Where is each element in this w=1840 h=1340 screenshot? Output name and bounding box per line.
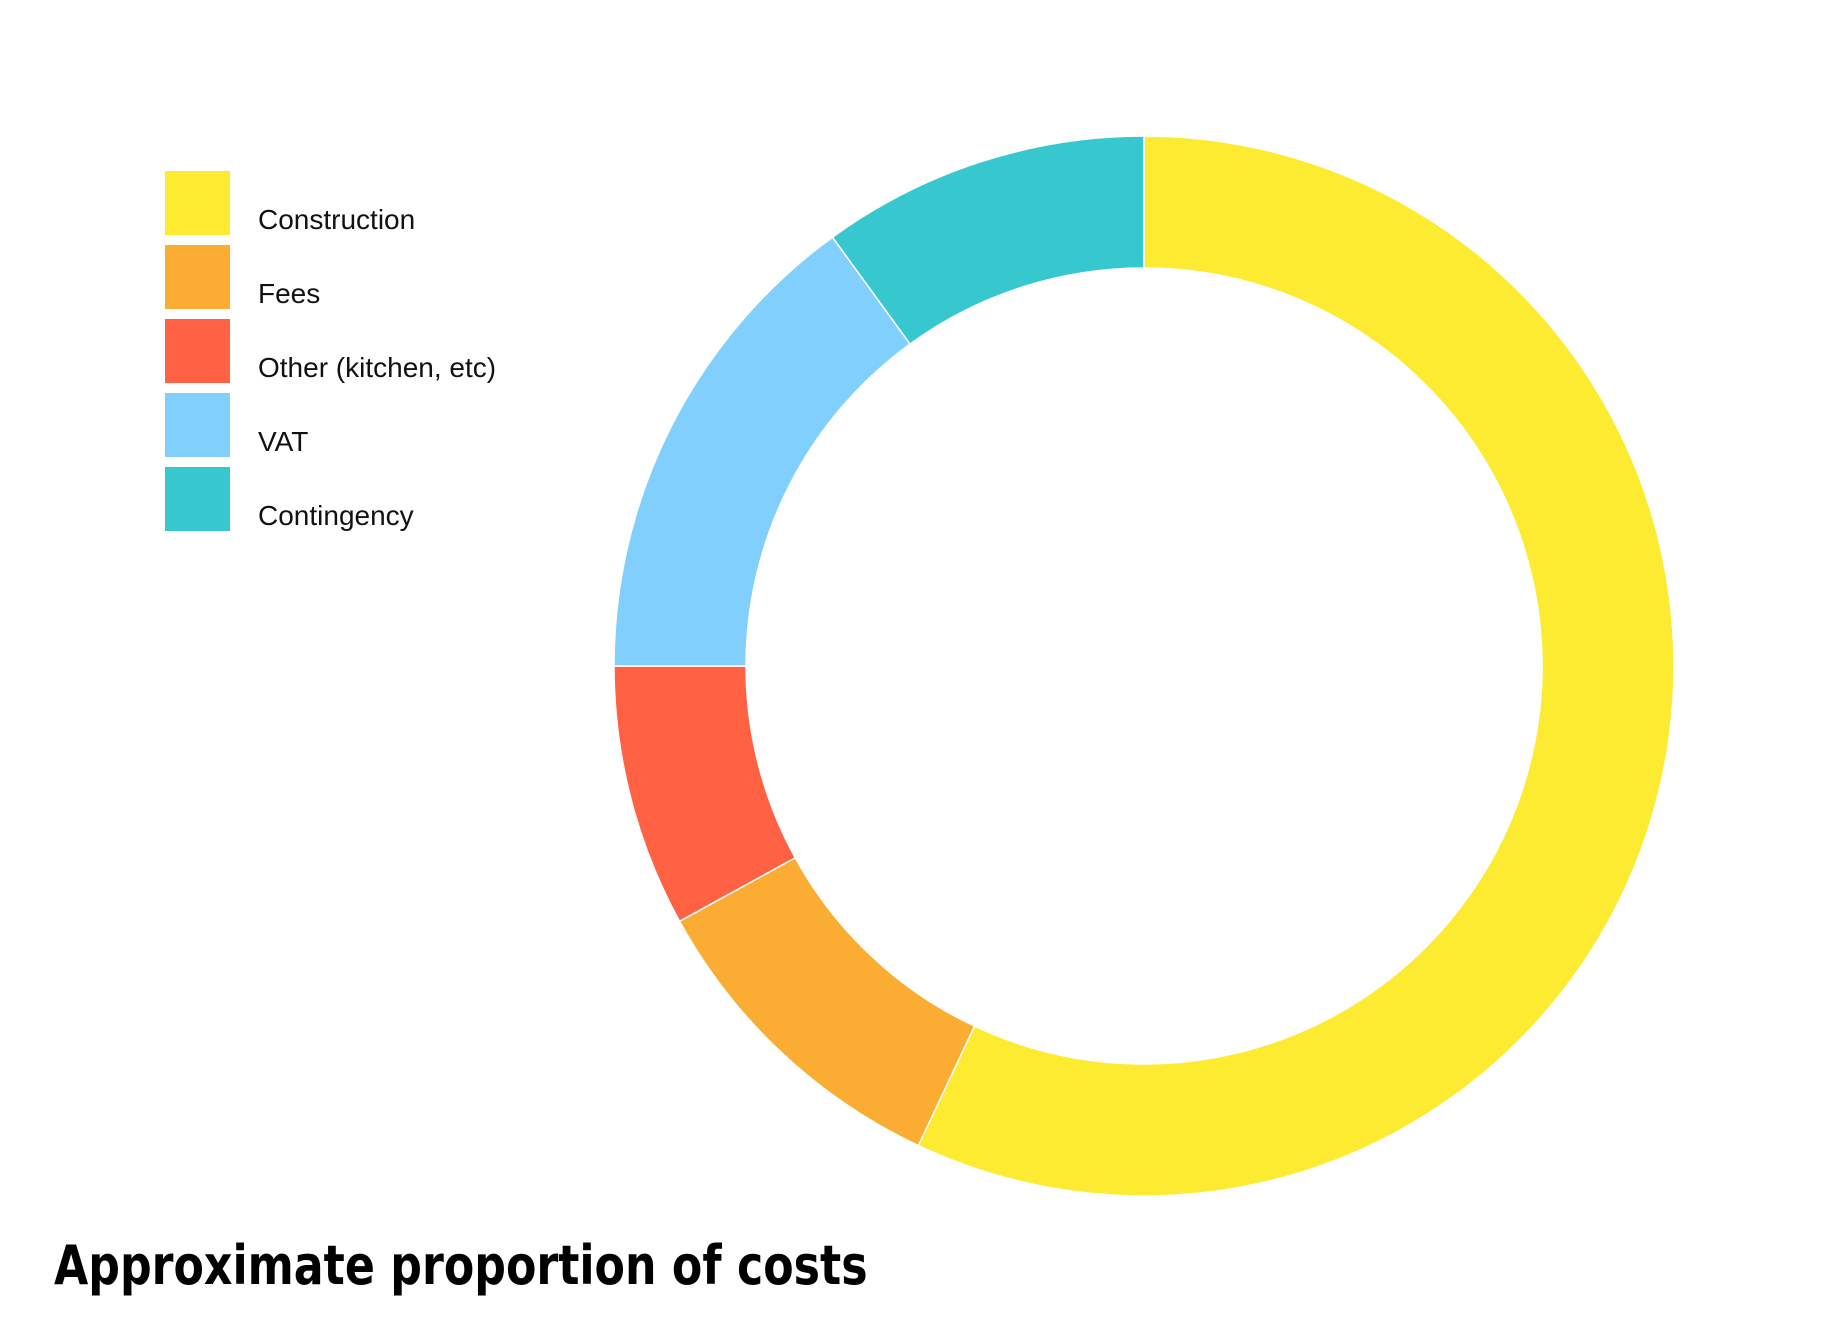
- donut-slice-fees: [678, 856, 976, 1147]
- donut-slice-contingency: [831, 135, 1145, 346]
- legend-swatch: [165, 171, 230, 235]
- legend-label: Contingency: [258, 500, 414, 531]
- legend-swatch: [165, 393, 230, 457]
- legend-swatch: [165, 467, 230, 531]
- legend-swatch: [165, 319, 230, 383]
- donut-slice-vat: [613, 236, 912, 667]
- chart-title: Approximate proportion of costs: [54, 1234, 868, 1297]
- legend-label: Other (kitchen, etc): [258, 352, 497, 383]
- legend-swatch: [165, 245, 230, 309]
- legend-label: VAT: [258, 426, 309, 457]
- legend-label: Fees: [258, 278, 321, 309]
- donut-slice-construction: [917, 135, 1675, 1197]
- legend-label: Construction: [258, 204, 416, 235]
- donut-slices: [613, 135, 1675, 1197]
